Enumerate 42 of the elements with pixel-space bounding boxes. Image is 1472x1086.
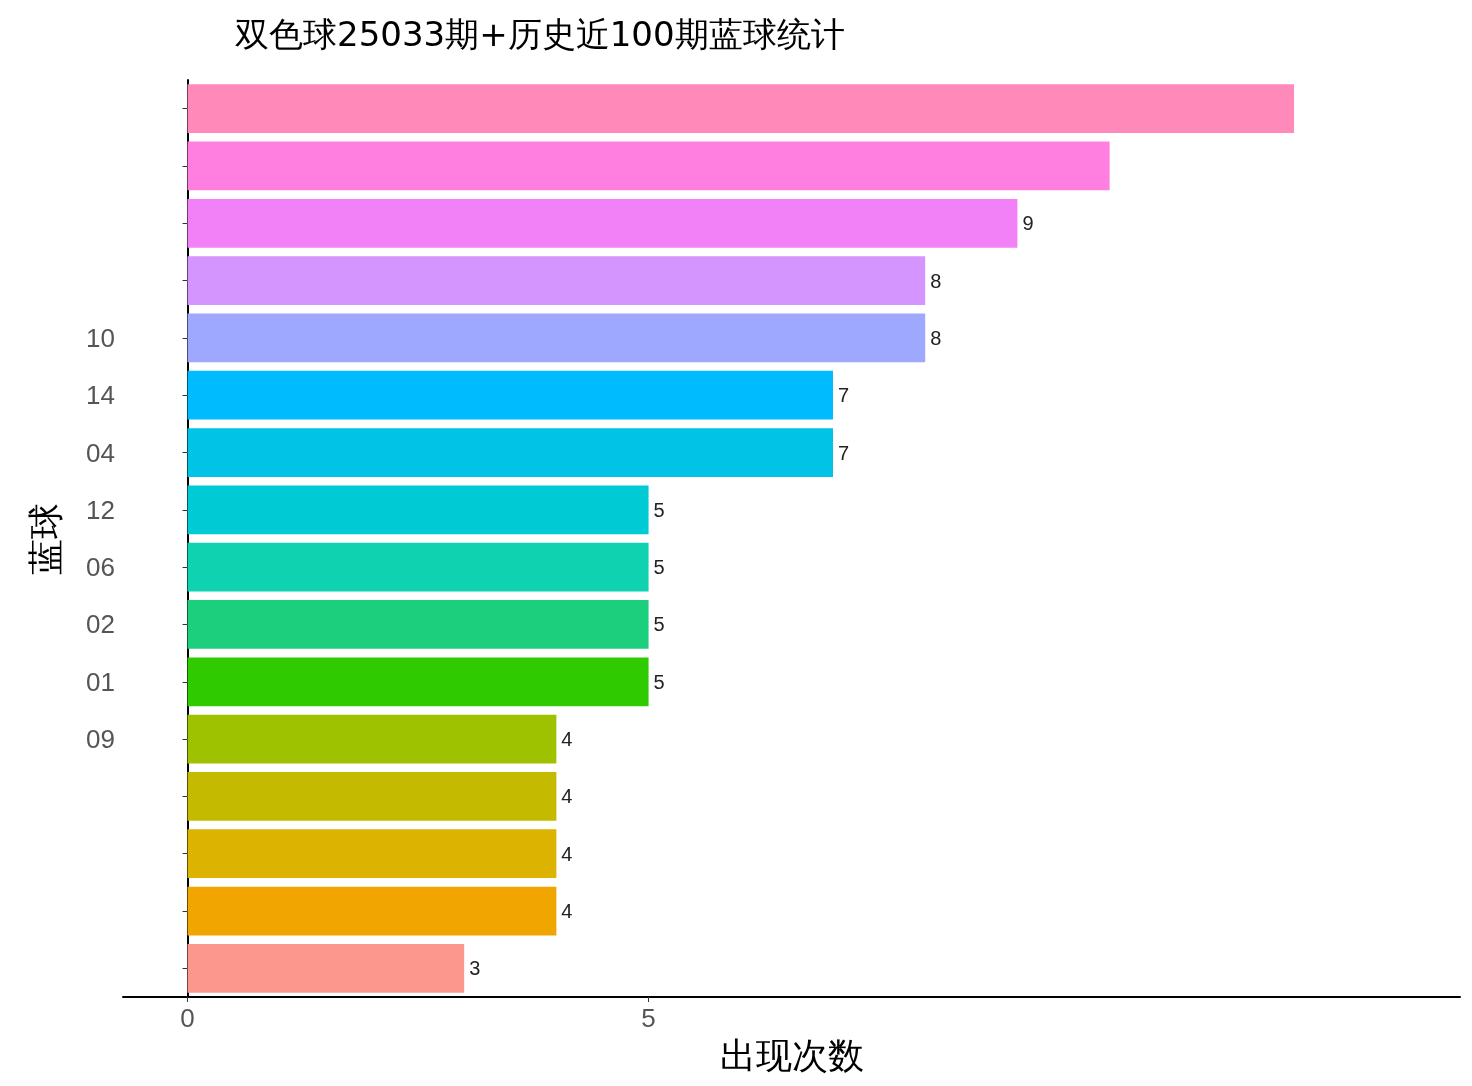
y-tick-label: 12 <box>86 494 115 525</box>
data-label: 9 <box>1022 212 1034 235</box>
bar <box>187 84 1295 134</box>
bar <box>187 600 649 649</box>
data-label: 4 <box>561 785 573 808</box>
bar <box>187 772 557 821</box>
bar <box>187 485 649 535</box>
bar <box>187 370 833 420</box>
bar <box>187 829 557 879</box>
data-label: 5 <box>653 498 665 521</box>
bar <box>187 943 465 993</box>
bar <box>187 256 926 305</box>
bar <box>187 428 833 477</box>
data-label: 4 <box>561 842 573 865</box>
data-label: 8 <box>930 269 942 292</box>
y-tick-label: 06 <box>86 552 115 583</box>
y-tick-label: 02 <box>86 609 115 640</box>
y-tick-label: 01 <box>86 666 115 697</box>
bar <box>187 141 1110 191</box>
data-label: 5 <box>653 613 665 636</box>
bar <box>187 714 557 764</box>
bar <box>187 657 649 707</box>
data-label: 5 <box>653 670 665 693</box>
y-tick-label: 14 <box>86 380 115 411</box>
data-label: 4 <box>561 900 573 923</box>
bar <box>187 313 926 363</box>
bar <box>187 886 557 936</box>
data-label: 5 <box>653 556 665 579</box>
y-axis-title: 蓝球 <box>24 502 66 575</box>
y-tick-label: 09 <box>86 724 115 755</box>
y-tick-label: 10 <box>86 322 115 353</box>
bar <box>187 198 1018 248</box>
bar <box>187 542 649 592</box>
y-tick-label: 04 <box>86 437 115 468</box>
data-label: 4 <box>561 728 573 751</box>
data-label: 3 <box>469 957 481 980</box>
data-label: 7 <box>837 384 850 407</box>
x-axis-title: 出现次数 <box>719 1034 864 1076</box>
data-label: 7 <box>837 441 850 464</box>
x-tick-label: 0 <box>180 1003 195 1033</box>
chart-title: 双色球25033期+历史近100期蓝球统计 <box>235 14 845 54</box>
data-label: 8 <box>930 326 942 349</box>
